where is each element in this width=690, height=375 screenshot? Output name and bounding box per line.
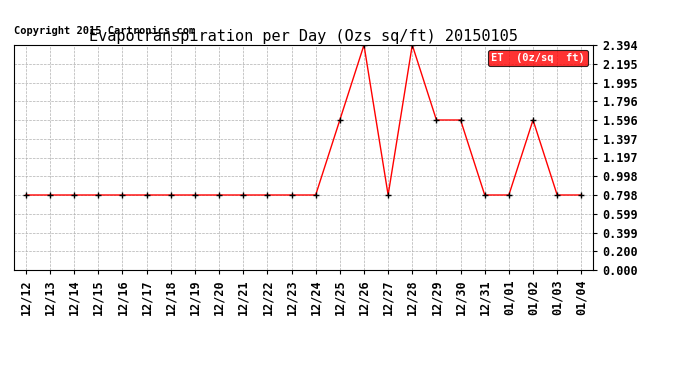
Text: Copyright 2015 Cartronics.com: Copyright 2015 Cartronics.com: [14, 26, 195, 36]
Title: Evapotranspiration per Day (Ozs sq/ft) 20150105: Evapotranspiration per Day (Ozs sq/ft) 2…: [89, 29, 518, 44]
Legend: ET  (0z/sq  ft): ET (0z/sq ft): [489, 50, 588, 66]
